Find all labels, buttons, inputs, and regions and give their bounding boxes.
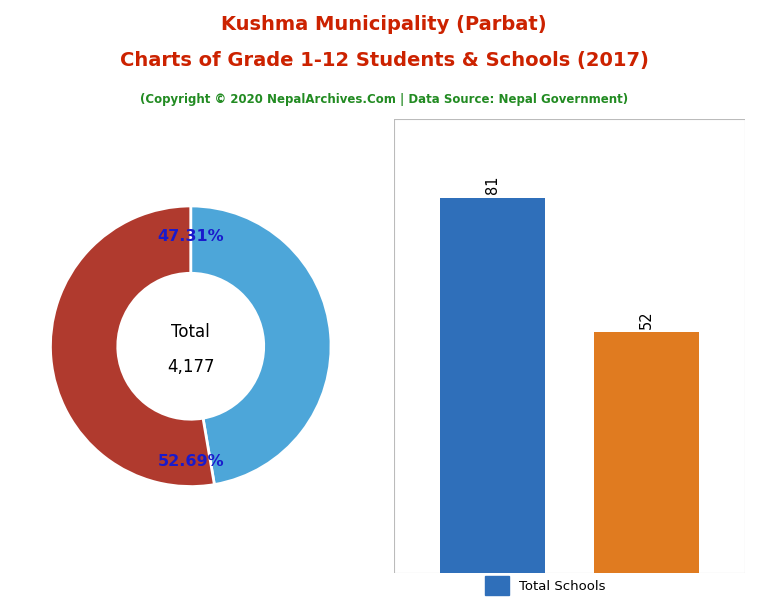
Text: (Copyright © 2020 NepalArchives.Com | Data Source: Nepal Government): (Copyright © 2020 NepalArchives.Com | Da… [140,93,628,106]
Text: 4,177: 4,177 [167,358,214,376]
Wedge shape [190,206,331,485]
Legend: Total Schools, Students per School: Total Schools, Students per School [480,571,659,597]
Text: 47.31%: 47.31% [157,229,224,244]
Text: Charts of Grade 1-12 Students & Schools (2017): Charts of Grade 1-12 Students & Schools … [120,51,648,70]
Bar [594,333,700,573]
Text: 52.69%: 52.69% [157,454,224,469]
Text: Total: Total [171,323,210,341]
Text: 81: 81 [485,176,500,195]
Text: Kushma Municipality (Parbat): Kushma Municipality (Parbat) [221,15,547,34]
Wedge shape [51,206,214,487]
Text: 52: 52 [639,310,654,329]
Bar [440,198,545,573]
